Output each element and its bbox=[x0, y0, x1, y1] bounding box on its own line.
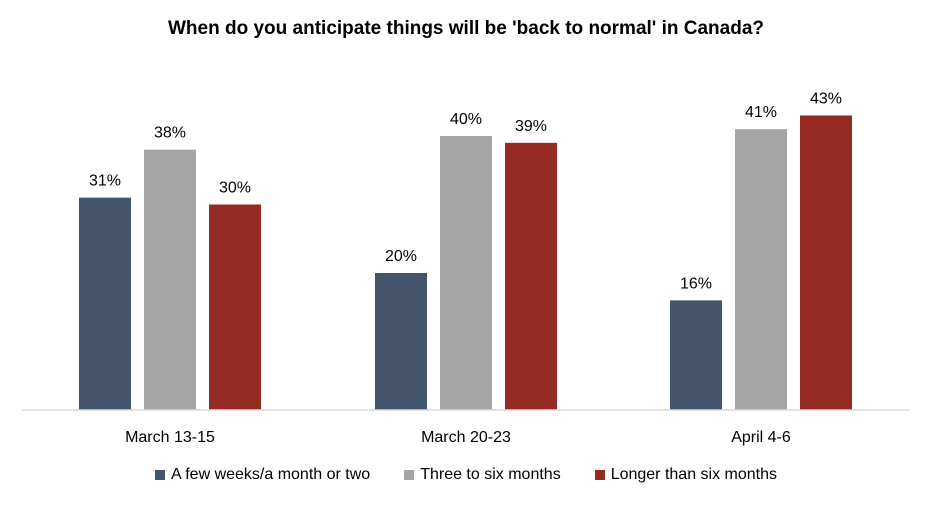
bar-2-0 bbox=[670, 300, 722, 410]
legend-label-0: A few weeks/a month or two bbox=[170, 466, 371, 483]
category-label-1: March 20-23 bbox=[421, 429, 511, 446]
bar-1-2 bbox=[505, 142, 557, 410]
legend-swatch-1 bbox=[404, 470, 415, 480]
data-label-0-2: 30% bbox=[219, 180, 251, 197]
legend: A few weeks/a month or two Three to six m… bbox=[0, 466, 932, 484]
data-label-0-1: 38% bbox=[154, 125, 186, 142]
labels-layer: 31% 38% 30% March 13-15 20% 40% 39% March 20-23… bbox=[89, 90, 842, 446]
data-label-2-2: 43% bbox=[810, 90, 842, 107]
data-label-2-1: 41% bbox=[745, 104, 777, 121]
bar-2-1 bbox=[735, 129, 787, 410]
data-label-0-0: 31% bbox=[89, 173, 121, 190]
bar-2-2 bbox=[800, 115, 852, 410]
bar-0-2 bbox=[209, 204, 261, 410]
bars-layer bbox=[79, 115, 852, 410]
bar-0-1 bbox=[144, 149, 196, 410]
legend-label-1: Three to six months bbox=[420, 466, 561, 483]
legend-swatch-0 bbox=[154, 470, 165, 480]
data-label-1-2: 39% bbox=[515, 118, 547, 135]
bar-1-0 bbox=[375, 273, 427, 410]
data-label-1-1: 40% bbox=[450, 111, 482, 128]
chart-title: When do you anticipate things will be 'b… bbox=[168, 18, 764, 39]
legend-label-2: Longer than six months bbox=[610, 466, 778, 483]
legend-item-0: A few weeks/a month or two bbox=[154, 466, 371, 484]
legend-item-2: Longer than six months bbox=[594, 466, 778, 484]
data-label-1-0: 20% bbox=[385, 248, 417, 265]
legend-item-1: Three to six months bbox=[404, 466, 561, 484]
legend-swatch-2 bbox=[594, 470, 605, 480]
data-label-2-0: 16% bbox=[680, 275, 712, 292]
bar-1-1 bbox=[440, 136, 492, 410]
category-label-0: March 13-15 bbox=[125, 429, 215, 446]
bar-0-0 bbox=[79, 197, 131, 410]
category-label-2: April 4-6 bbox=[731, 429, 791, 446]
